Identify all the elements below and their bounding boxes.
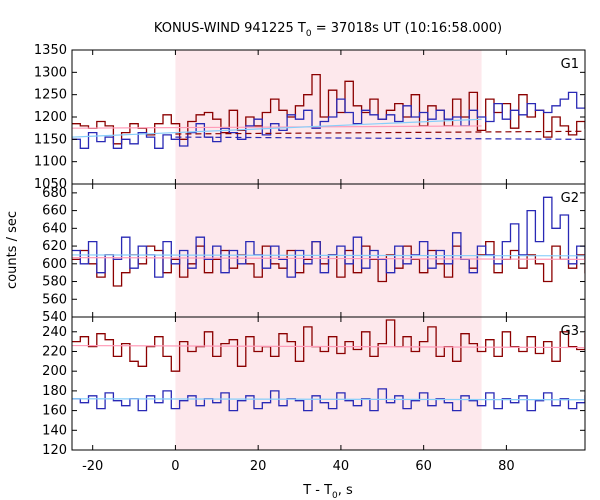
x-tick-label: 20 [250, 459, 267, 474]
y-tick-label: 540 [42, 310, 67, 325]
series-red-g1 [72, 73, 585, 145]
x-tick-label: 80 [498, 459, 515, 474]
y-tick-label: 640 [42, 221, 67, 236]
y-tick-label: 1150 [34, 132, 67, 147]
chart-title-sub: 0 [306, 29, 312, 39]
fit-line-lightblue-solid [72, 398, 585, 401]
fit-line-lightblue-solid [72, 254, 585, 257]
y-tick-label: 140 [42, 423, 67, 438]
panel-frame [71, 316, 586, 451]
fit-line-pink-solid [72, 125, 482, 129]
fit-line-blue-dashed [175, 136, 585, 140]
x-label-sub: 0 [332, 491, 338, 500]
y-tick-label: 180 [42, 384, 67, 399]
fit-line-red-dashed [175, 130, 585, 135]
fit-line-pink-solid [72, 256, 585, 260]
x-axis-label: T - T0, s [302, 483, 353, 500]
x-tick-label: 60 [415, 459, 432, 474]
chart-title-main: KONUS-WIND 941225 T [154, 21, 306, 36]
y-axis-label: counts / sec [5, 211, 20, 289]
fit-line-lightblue-solid [72, 118, 482, 138]
y-tick-label: 160 [42, 404, 67, 419]
fit-line-pink-solid [72, 344, 585, 349]
y-tick-label: 680 [42, 186, 67, 201]
panel-g2: 540 560 580 600 620 640 660 680 G2 [42, 183, 586, 325]
panel-label-g1: G1 [561, 57, 579, 72]
y-tick-label: 560 [42, 292, 67, 307]
chart-title: KONUS-WIND 941225 T0 = 37018s UT (10:16:… [154, 21, 502, 39]
y-tick-label: 1300 [34, 65, 67, 80]
panel-label-g3: G3 [561, 324, 579, 339]
x-label-rest: , s [338, 483, 353, 498]
y-tick-label: 1250 [34, 88, 67, 103]
series-red-g3 [72, 319, 585, 372]
panel-g1: 1050 1100 1150 1200 1250 1300 1350 G1 [34, 43, 586, 192]
panel-label-g2: G2 [561, 191, 579, 206]
y-tick-label: 1200 [34, 110, 67, 125]
panel-g3: 120 140 160 180 200 220 240 G3 -20 0 20 40 60 80 [42, 316, 586, 474]
y-tick-label: 1050 [34, 177, 67, 192]
y-tick-label: 220 [42, 344, 67, 359]
series-blue-g2 [72, 196, 585, 278]
y-tick-label: 580 [42, 275, 67, 290]
y-tick-label: 620 [42, 239, 67, 254]
y-tick-label: 660 [42, 204, 67, 219]
y-tick-label: 240 [42, 325, 67, 340]
series-blue-g3 [72, 388, 585, 412]
x-tick-label: 40 [333, 459, 350, 474]
y-tick-label: 120 [42, 443, 67, 458]
y-tick-label: 200 [42, 364, 67, 379]
chart-title-rest: = 37018s UT (10:16:58.000) [312, 21, 502, 36]
y-tick-label: 1350 [34, 43, 67, 58]
y-tick-label: 600 [42, 257, 67, 272]
y-tick-label: 1100 [34, 155, 67, 170]
x-label-main: T - T [302, 483, 332, 498]
x-tick-label: 0 [171, 459, 179, 474]
x-tick-label: -20 [82, 459, 103, 474]
